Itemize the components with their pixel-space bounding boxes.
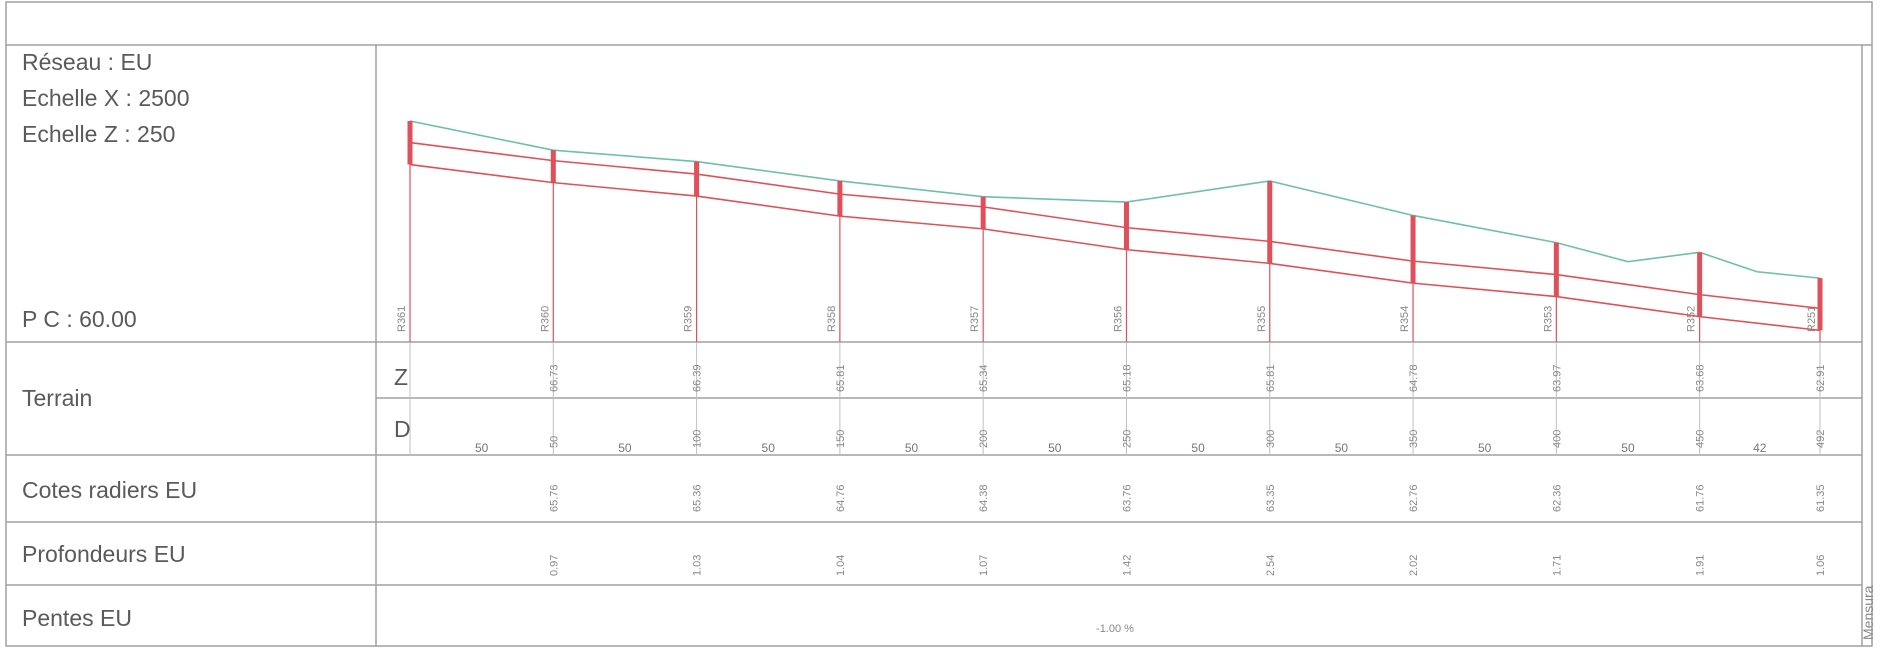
pente-value: -1.00 % [1096,623,1134,635]
pentes-row-label: Pentes EU [22,605,132,631]
profondeur-value: 2.54 [1265,555,1277,576]
terrain-line [409,120,1821,279]
terrain-altitude-value: 65.81 [835,364,847,392]
terrain-altitude-value: 65.34 [978,364,990,392]
manhole-name: R357 [969,306,981,332]
cumulative-distance-value: 50 [548,436,560,448]
outer-border [5,1,1873,647]
cote-radier-value: 62.76 [1408,484,1420,512]
manhole-name: R251 [1806,306,1818,332]
cote-radier-value: 64.38 [978,484,990,512]
profondeur-value: 1.71 [1551,555,1563,576]
mensura-side-text: Mensura [1860,585,1876,640]
plan-comparaison-label: P C : 60.00 [22,306,137,332]
manhole-name: R355 [1256,306,1268,332]
terrain-altitude-value: 65.81 [1265,364,1277,392]
manhole-name: R358 [826,306,838,332]
pipe-crown-line [409,141,1821,310]
cumulative-distance-value: 200 [978,430,990,448]
partial-distance-label: 50 [1621,441,1635,455]
table-marks: 66.73 50 65.76 0.97 66.39 100 65.36 1.03 65.81 15… [409,342,1827,635]
terrain-altitude-value: 63.68 [1695,364,1707,392]
terrain-altitude-value: 65.18 [1121,364,1133,392]
cumulative-distance-value: 400 [1551,430,1563,448]
profondeur-value: 0.97 [548,555,560,576]
cumulative-distance-value: 492 [1815,430,1827,448]
cotes-radiers-row-label: Cotes radiers EU [22,477,197,503]
cumulative-distance-value: 250 [1121,430,1133,448]
cumulative-distance-value: 450 [1695,430,1707,448]
partial-distance-label: 50 [905,441,919,455]
profondeur-value: 1.04 [835,555,847,576]
cote-radier-value: 64.76 [835,484,847,512]
manhole-name: R353 [1542,306,1554,332]
frame [5,1,1873,647]
cote-radier-value: 65.76 [548,484,560,512]
manhole-name: R354 [1399,306,1411,332]
cumulative-distance-value: 150 [835,430,847,448]
cote-radier-value: 61.76 [1695,484,1707,512]
manhole-name: R361 [396,306,408,332]
manhole-name: R352 [1686,306,1698,332]
terrain-d-marker: D [394,416,411,442]
terrain-altitude-value: 63.97 [1551,364,1563,392]
cote-radier-value: 61.35 [1815,484,1827,512]
cote-radier-value: 63.35 [1265,484,1277,512]
cote-radier-value: 65.36 [692,484,704,512]
pipe-invert-line [409,163,1821,332]
profondeur-value: 1.06 [1815,555,1827,576]
profondeurs-row-label: Profondeurs EU [22,541,186,567]
cumulative-distance-value: 100 [692,430,704,448]
partial-distance-label: 50 [475,441,489,455]
terrain-altitude-value: 66.39 [692,364,704,392]
terrain-row-label: Terrain [22,385,92,411]
profondeur-value: 1.07 [978,555,990,576]
partial-distance-label: 50 [1191,441,1205,455]
cote-radier-value: 62.36 [1551,484,1563,512]
manhole-name: R360 [539,306,551,332]
cote-radier-value: 63.76 [1121,484,1133,512]
partial-distance-label: 50 [1335,441,1349,455]
terrain-altitude-value: 64.78 [1408,364,1420,392]
manhole-name: R359 [683,306,695,332]
profile-plot: R361 R360 R359 R358 R357 R356 R355 R354 R353 R352… [396,120,1823,342]
partial-distance-label: 50 [762,441,776,455]
partial-distance-label: 42 [1753,441,1767,455]
profondeur-value: 1.91 [1695,555,1707,576]
terrain-altitude-value: 62.91 [1815,364,1827,392]
profondeur-value: 1.42 [1121,555,1133,576]
partial-distance-label: 50 [1048,441,1062,455]
profondeur-value: 2.02 [1408,555,1420,576]
echelle-x-label: Echelle X : 2500 [22,85,190,111]
cumulative-distance-value: 300 [1265,430,1277,448]
partial-distance-label: 50 [618,441,632,455]
terrain-altitude-value: 66.73 [548,364,560,392]
cumulative-distance-value: 350 [1408,430,1420,448]
profondeur-value: 1.03 [692,555,704,576]
echelle-z-label: Echelle Z : 250 [22,121,175,147]
reseau-label: Réseau : EU [22,49,152,75]
manhole-name: R356 [1112,306,1124,332]
partial-distance-label: 50 [1478,441,1492,455]
terrain-z-marker: Z [394,364,408,390]
